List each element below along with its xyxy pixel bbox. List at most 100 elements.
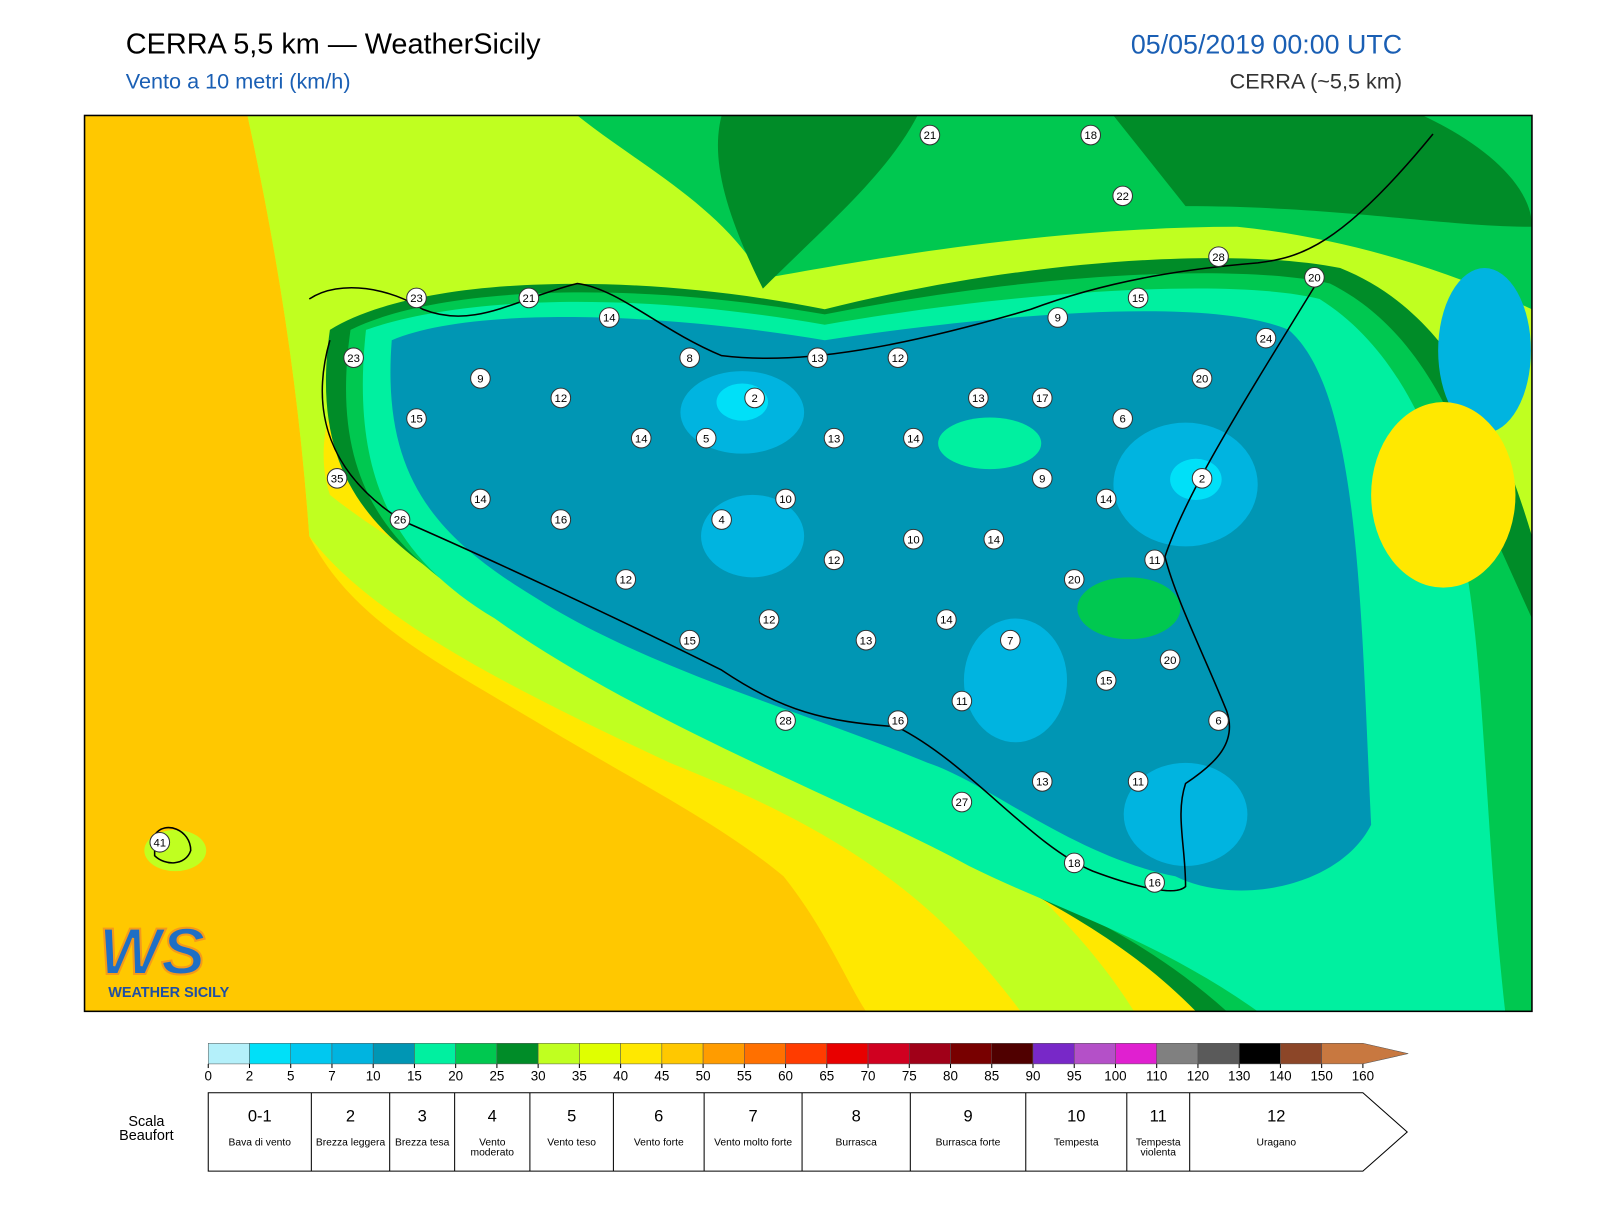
- station-marker: [775, 710, 796, 731]
- station-marker: [1063, 569, 1085, 590]
- station-value: 11: [1132, 777, 1144, 789]
- beaufort-force: 4: [488, 1108, 497, 1126]
- scale-tick-label: 30: [531, 1068, 546, 1083]
- station-marker: [1304, 267, 1325, 288]
- station-marker: [149, 831, 171, 853]
- station-marker: [550, 387, 572, 409]
- station-value: 2: [1199, 473, 1205, 485]
- beaufort-force: 10: [1067, 1108, 1085, 1126]
- scale-tick-label: 130: [1228, 1068, 1250, 1083]
- scale-segment: [702, 1043, 745, 1065]
- beaufort-force: 2: [346, 1108, 355, 1126]
- station-value: 20: [1196, 373, 1209, 385]
- station-value: 13: [1036, 777, 1049, 789]
- station-value: 13: [811, 353, 824, 365]
- title: CERRA 5,5 km — WeatherSicily: [126, 29, 541, 61]
- beaufort-force: 11: [1150, 1108, 1167, 1126]
- logo: WS WEATHER SICILY: [98, 913, 230, 1001]
- station-marker: [343, 347, 364, 369]
- beaufort-label: Vento moderato: [470, 1138, 515, 1159]
- station-value: 7: [1007, 635, 1013, 647]
- scale-segment: [372, 1043, 415, 1065]
- scale-segment: [661, 1043, 704, 1065]
- station-value: 9: [1039, 473, 1045, 485]
- scale-segment: [414, 1043, 456, 1065]
- scale-tick-label: 15: [407, 1068, 422, 1083]
- station-value: 4: [718, 515, 724, 527]
- station-marker: [1127, 771, 1149, 792]
- scale-segment: [1280, 1043, 1322, 1065]
- beaufort-force: 9: [963, 1108, 972, 1126]
- scale-tick-label: 25: [489, 1068, 504, 1083]
- station-value: 9: [1055, 313, 1061, 325]
- beaufort-label: Uragano: [1256, 1138, 1297, 1149]
- scale-segment: [496, 1043, 539, 1065]
- station-value: 21: [924, 130, 937, 142]
- station-marker: [1191, 368, 1213, 389]
- station-value: 20: [1164, 655, 1177, 667]
- station-marker: [695, 427, 717, 449]
- beaufort-label: Vento forte: [633, 1138, 684, 1149]
- station-marker: [887, 347, 909, 369]
- logo-name: WEATHER SICILY: [108, 985, 229, 1001]
- scale-tick-label: 80: [943, 1068, 958, 1083]
- station-marker: [1031, 468, 1053, 489]
- beaufort-label: Brezza leggera: [315, 1138, 386, 1149]
- station-marker: [1047, 307, 1069, 328]
- station-value: 24: [1260, 333, 1273, 345]
- beaufort-label: Burrasca forte: [935, 1138, 1001, 1149]
- beaufort-label: Burrasca: [835, 1138, 877, 1149]
- scale-tick-label: 85: [984, 1068, 999, 1083]
- station-marker: [1063, 852, 1085, 874]
- station-value: 12: [828, 555, 841, 567]
- scale-tick-label: 140: [1269, 1068, 1291, 1083]
- station-value: 18: [1068, 858, 1081, 870]
- station-value: 14: [907, 433, 920, 445]
- beaufort-label-box: Tempesta violenta: [1136, 1138, 1181, 1158]
- station-value: 10: [779, 494, 792, 506]
- station-value: 10: [907, 534, 920, 546]
- beaufort-label-box: Tempesta: [1054, 1138, 1099, 1148]
- beaufort-label-box: Burrasca: [835, 1138, 877, 1149]
- station-marker: [518, 287, 540, 309]
- station-value: 14: [940, 615, 953, 627]
- beaufort-label-box: Vento forte: [633, 1138, 684, 1149]
- logo-letters: WS: [99, 914, 205, 988]
- wind-field: [84, 115, 1532, 1012]
- station-value: 35: [331, 473, 344, 485]
- datetime: 05/05/2019 00:00 UTC: [1131, 30, 1402, 60]
- station-value: 12: [555, 393, 568, 405]
- station-value: 20: [1308, 272, 1321, 284]
- scale-segment: [909, 1043, 951, 1065]
- station-value: 15: [1132, 293, 1145, 305]
- station-value: 16: [892, 716, 905, 728]
- station-marker: [406, 408, 427, 429]
- station-value: 16: [555, 515, 568, 527]
- station-value: 26: [394, 515, 407, 527]
- beaufort-label: Vento molto forte: [714, 1138, 793, 1149]
- station-value: 16: [1148, 878, 1161, 890]
- scale-segment: [290, 1043, 333, 1065]
- model: CERRA (~5,5 km): [1230, 69, 1402, 94]
- station-value: 41: [153, 837, 166, 849]
- scale-tick-label: 2: [246, 1068, 253, 1083]
- station-value: 28: [779, 716, 792, 728]
- scale-tick-label: 95: [1067, 1068, 1082, 1083]
- scale-tick-label: 150: [1310, 1068, 1332, 1083]
- scale-tick-label: 10: [366, 1068, 381, 1083]
- station-marker: [470, 368, 491, 389]
- station-marker: [550, 509, 572, 530]
- scale-segment: [1115, 1043, 1157, 1065]
- station-marker: [823, 427, 845, 449]
- scale-segment: [1156, 1043, 1199, 1065]
- station-value: 23: [410, 293, 423, 305]
- station-value: 15: [410, 414, 423, 426]
- station-value: 14: [603, 313, 616, 325]
- beaufort-force: 8: [852, 1108, 861, 1126]
- beaufort-label-box: Brezza leggera: [315, 1138, 386, 1149]
- station-value: 13: [828, 433, 841, 445]
- scale-tick-label: 35: [572, 1068, 587, 1083]
- station-value: 5: [703, 433, 709, 445]
- station-marker: [758, 609, 780, 630]
- scale-segment: [249, 1043, 291, 1065]
